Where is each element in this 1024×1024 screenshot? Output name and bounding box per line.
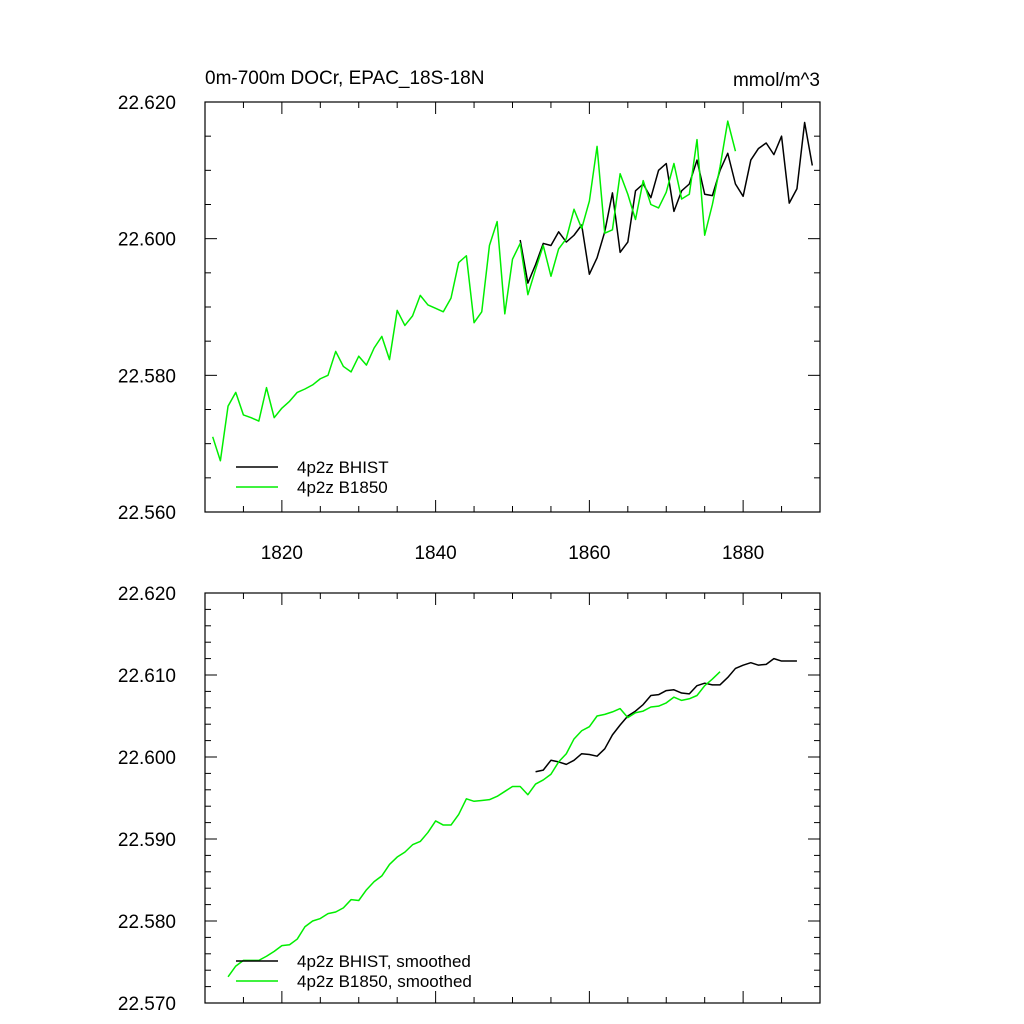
x-tick-label: 1860 <box>568 543 610 564</box>
bottom-panel-plot-area <box>227 657 797 978</box>
y-tick-label: 22.620 <box>118 584 176 605</box>
legend-label: 4p2z B1850 <box>297 478 388 497</box>
top-panel-plot-area <box>211 120 814 462</box>
y-tick-label: 22.580 <box>118 366 176 387</box>
bottom-panel-ticks <box>204 592 821 1004</box>
series-line-4p2z-bhist-smoothed <box>535 657 797 773</box>
x-tick-label: 1840 <box>414 543 456 564</box>
bottom-panel-frame <box>204 592 821 1004</box>
series-line-4p2z-b1850 <box>211 120 737 462</box>
y-tick-label: 22.620 <box>118 93 176 114</box>
legend-label: 4p2z BHIST, smoothed <box>297 952 471 971</box>
y-tick-label: 22.560 <box>118 503 176 524</box>
units-label: mmol/m^3 <box>733 70 820 91</box>
bottom-panel-tick-labels: 22.570 22.580 22.590 22.600 22.610 22.620 <box>118 584 176 1015</box>
legend-label: 4p2z B1850, smoothed <box>297 972 472 991</box>
top-panel-frame <box>204 101 821 513</box>
x-tick-label: 1820 <box>261 543 303 564</box>
top-panel-ticks <box>204 101 821 513</box>
y-tick-label: 22.570 <box>118 994 176 1015</box>
bottom-panel: 22.570 22.580 22.590 22.600 22.610 22.620 4p2… <box>118 584 821 1015</box>
y-tick-label: 22.590 <box>118 830 176 851</box>
legend-label: 4p2z BHIST <box>297 458 389 477</box>
y-tick-label: 22.600 <box>118 230 176 251</box>
y-tick-label: 22.610 <box>118 666 176 687</box>
y-tick-label: 22.600 <box>118 748 176 769</box>
top-panel: 22.560 22.580 22.600 22.620 1820 1840 1860 1880… <box>118 93 821 564</box>
chart-title: 0m-700m DOCr, EPAC_18S-18N <box>205 68 484 89</box>
series-line-4p2z-bhist <box>519 121 814 284</box>
y-tick-label: 22.580 <box>118 912 176 933</box>
top-panel-tick-labels: 22.560 22.580 22.600 22.620 1820 1840 1860 1880 <box>118 93 764 564</box>
series-line-4p2z-b1850-smoothed <box>227 671 721 978</box>
x-tick-label: 1880 <box>722 543 764 564</box>
